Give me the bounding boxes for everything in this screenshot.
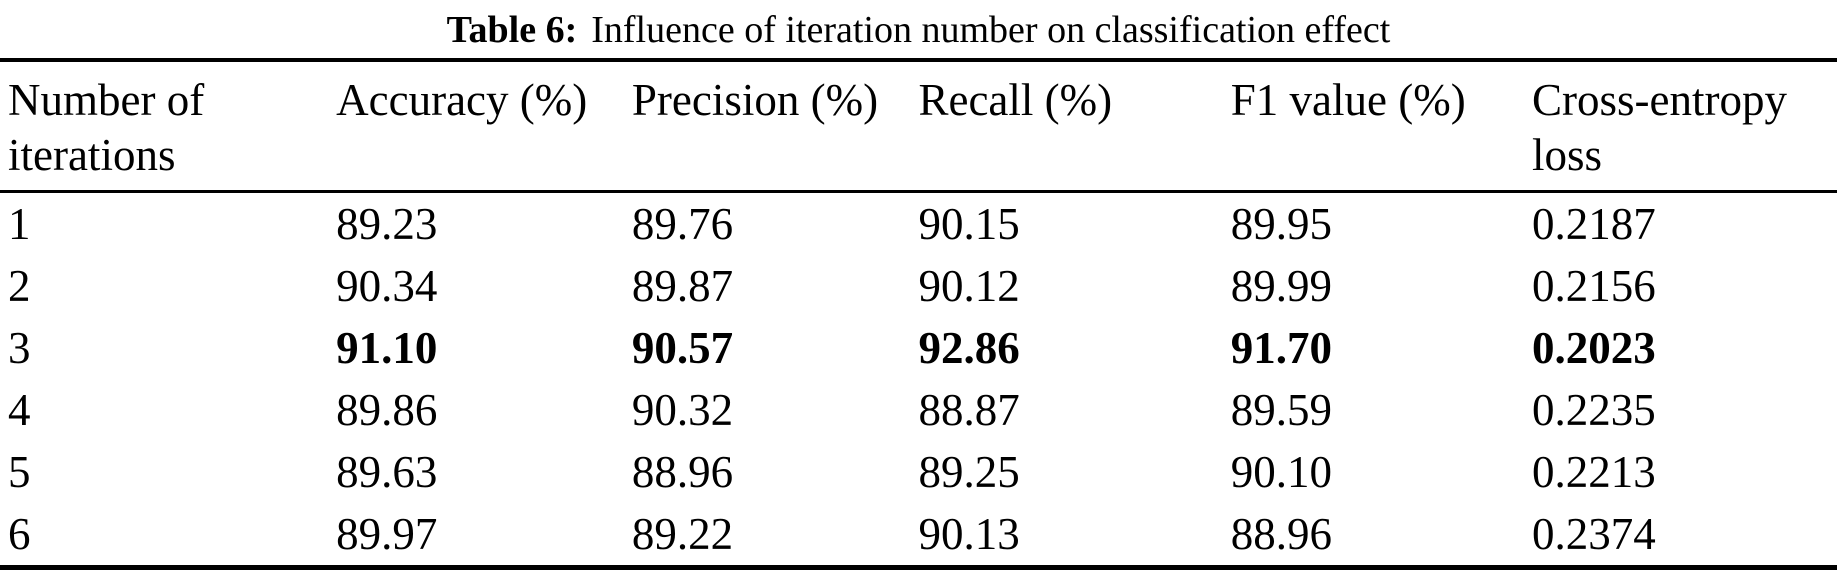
table-row-3: 3 91.10 90.57 92.86 91.70 0.2023 (0, 317, 1837, 379)
cell-cross-entropy: 0.2235 (1532, 385, 1656, 435)
cell-precision: 88.96 (631, 447, 734, 497)
cell-iteration: 6 (8, 509, 31, 559)
cell-recall: 88.87 (918, 385, 1020, 435)
table-header: Number of iterations Accuracy (%) Precis… (0, 60, 1837, 193)
table-row-4: 4 89.86 90.32 88.87 89.59 0.2235 (0, 379, 1837, 441)
cell-accuracy: 89.63 (336, 447, 438, 497)
cell-f1: 89.95 (1230, 199, 1332, 249)
cell-accuracy: 89.86 (336, 385, 438, 435)
cell-precision: 90.32 (631, 385, 734, 435)
column-header-cross-entropy: Cross-entropy loss (1532, 60, 1837, 193)
cell-cross-entropy: 0.2023 (1532, 323, 1656, 373)
table-caption: Table 6: Influence of iteration number on… (0, 0, 1837, 58)
column-header-iterations: Number of iterations (0, 60, 337, 193)
cell-accuracy: 89.97 (336, 509, 438, 559)
table-row-2: 2 90.34 89.87 90.12 89.99 0.2156 (0, 255, 1837, 317)
cell-cross-entropy: 0.2213 (1532, 447, 1656, 497)
column-header-f1: F1 value (%) (1230, 60, 1533, 193)
header-row: Number of iterations Accuracy (%) Precis… (0, 60, 1837, 193)
cell-precision: 89.22 (631, 509, 734, 559)
cell-iteration: 5 (8, 447, 31, 497)
cell-f1: 89.59 (1230, 385, 1332, 435)
cell-iteration: 3 (8, 323, 31, 373)
cell-iteration: 1 (8, 199, 31, 249)
cell-iteration: 2 (8, 261, 31, 311)
cell-accuracy: 91.10 (336, 323, 438, 373)
cell-recall: 89.25 (918, 447, 1020, 497)
results-table: Number of iterations Accuracy (%) Precis… (0, 58, 1837, 570)
cell-precision: 89.76 (631, 199, 734, 249)
cell-recall: 90.12 (918, 261, 1020, 311)
cell-f1: 91.70 (1230, 323, 1332, 373)
column-header-accuracy: Accuracy (%) (336, 60, 632, 193)
table-row-1: 1 89.23 89.76 90.15 89.95 0.2187 (0, 192, 1837, 256)
table-row-6: 6 89.97 89.22 90.13 88.96 0.2374 (0, 503, 1837, 568)
column-header-recall: Recall (%) (918, 60, 1231, 193)
cell-accuracy: 89.23 (336, 199, 438, 249)
table-body: 1 89.23 89.76 90.15 89.95 0.2187 2 90.34… (0, 192, 1837, 568)
cell-f1: 89.99 (1230, 261, 1332, 311)
cell-recall: 90.13 (918, 509, 1020, 559)
cell-cross-entropy: 0.2374 (1532, 509, 1656, 559)
cell-f1: 90.10 (1230, 447, 1332, 497)
cell-f1: 88.96 (1230, 509, 1332, 559)
table-caption-label: Table 6: (446, 9, 578, 51)
column-header-precision: Precision (%) (631, 60, 919, 193)
cell-cross-entropy: 0.2156 (1532, 261, 1656, 311)
table-caption-text: Influence of iteration number on classif… (591, 9, 1391, 51)
cell-iteration: 4 (8, 385, 31, 435)
cell-accuracy: 90.34 (336, 261, 438, 311)
cell-precision: 90.57 (631, 323, 734, 373)
cell-recall: 90.15 (918, 199, 1020, 249)
cell-precision: 89.87 (631, 261, 734, 311)
cell-recall: 92.86 (918, 323, 1020, 373)
table-row-5: 5 89.63 88.96 89.25 90.10 0.2213 (0, 441, 1837, 503)
cell-cross-entropy: 0.2187 (1532, 199, 1656, 249)
